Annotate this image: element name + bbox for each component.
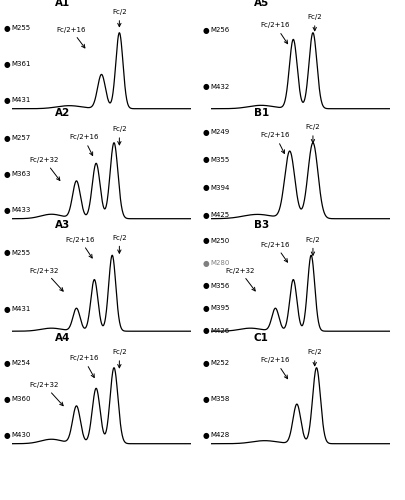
Text: Fc/2: Fc/2 — [112, 9, 126, 26]
Text: B3: B3 — [253, 220, 268, 230]
Text: ●: ● — [4, 96, 11, 104]
Text: A2: A2 — [54, 108, 70, 118]
Text: ●: ● — [4, 134, 11, 143]
Text: ●: ● — [4, 430, 11, 440]
Text: B1: B1 — [253, 108, 268, 118]
Text: ●: ● — [202, 430, 209, 440]
Text: ●: ● — [202, 259, 209, 268]
Text: M433: M433 — [11, 207, 30, 213]
Text: ●: ● — [202, 236, 209, 245]
Text: Fc/2: Fc/2 — [305, 124, 320, 143]
Text: A5: A5 — [253, 0, 268, 8]
Text: ●: ● — [202, 395, 209, 404]
Text: Fc/2+16: Fc/2+16 — [260, 358, 290, 378]
Text: M394: M394 — [209, 184, 229, 190]
Text: M250: M250 — [209, 238, 228, 244]
Text: ●: ● — [202, 82, 209, 92]
Text: M254: M254 — [11, 360, 30, 366]
Text: M255: M255 — [11, 250, 30, 256]
Text: A4: A4 — [54, 333, 70, 343]
Text: Fc/2+32: Fc/2+32 — [30, 268, 63, 291]
Text: ●: ● — [4, 359, 11, 368]
Text: C1: C1 — [253, 333, 268, 343]
Text: Fc/2+16: Fc/2+16 — [65, 237, 95, 258]
Text: ●: ● — [4, 248, 11, 258]
Text: ●: ● — [202, 326, 209, 336]
Text: M252: M252 — [209, 360, 228, 366]
Text: Fc/2: Fc/2 — [112, 349, 126, 368]
Text: ●: ● — [202, 26, 209, 35]
Text: ●: ● — [4, 24, 11, 33]
Text: M432: M432 — [209, 84, 228, 90]
Text: Fc/2+16: Fc/2+16 — [260, 132, 290, 154]
Text: Fc/2+16: Fc/2+16 — [69, 356, 98, 378]
Text: M431: M431 — [11, 97, 30, 103]
Text: M355: M355 — [209, 157, 228, 163]
Text: Fc/2+16: Fc/2+16 — [260, 242, 290, 262]
Text: Fc/2+16: Fc/2+16 — [260, 22, 290, 44]
Text: Fc/2+32: Fc/2+32 — [224, 268, 255, 291]
Text: M257: M257 — [11, 136, 30, 141]
Text: Fc/2: Fc/2 — [307, 14, 321, 30]
Text: A1: A1 — [54, 0, 70, 8]
Text: M356: M356 — [209, 283, 229, 289]
Text: ●: ● — [202, 128, 209, 137]
Text: M256: M256 — [209, 28, 228, 34]
Text: ●: ● — [202, 359, 209, 368]
Text: M358: M358 — [209, 396, 229, 402]
Text: ●: ● — [4, 60, 11, 69]
Text: Fc/2+32: Fc/2+32 — [30, 382, 63, 406]
Text: M280: M280 — [209, 260, 229, 266]
Text: M360: M360 — [11, 396, 30, 402]
Text: M395: M395 — [209, 306, 229, 312]
Text: ●: ● — [202, 304, 209, 313]
Text: M425: M425 — [209, 212, 228, 218]
Text: M249: M249 — [209, 130, 228, 136]
Text: M361: M361 — [11, 62, 30, 68]
Text: Fc/2: Fc/2 — [307, 349, 321, 366]
Text: Fc/2+32: Fc/2+32 — [30, 157, 60, 180]
Text: Fc/2+16: Fc/2+16 — [56, 26, 86, 48]
Text: ●: ● — [202, 156, 209, 164]
Text: ●: ● — [202, 183, 209, 192]
Text: M426: M426 — [209, 328, 228, 334]
Text: Fc/2+16: Fc/2+16 — [69, 134, 98, 156]
Text: Fc/2: Fc/2 — [112, 126, 126, 145]
Text: ●: ● — [4, 305, 11, 314]
Text: M255: M255 — [11, 26, 30, 32]
Text: A3: A3 — [54, 220, 70, 230]
Text: ●: ● — [4, 206, 11, 214]
Text: M431: M431 — [11, 306, 30, 312]
Text: M363: M363 — [11, 172, 30, 177]
Text: Fc/2: Fc/2 — [112, 234, 126, 253]
Text: ●: ● — [202, 211, 209, 220]
Text: Fc/2: Fc/2 — [305, 237, 320, 256]
Text: ●: ● — [4, 395, 11, 404]
Text: M430: M430 — [11, 432, 30, 438]
Text: ●: ● — [4, 170, 11, 179]
Text: ●: ● — [202, 282, 209, 290]
Text: M428: M428 — [209, 432, 228, 438]
